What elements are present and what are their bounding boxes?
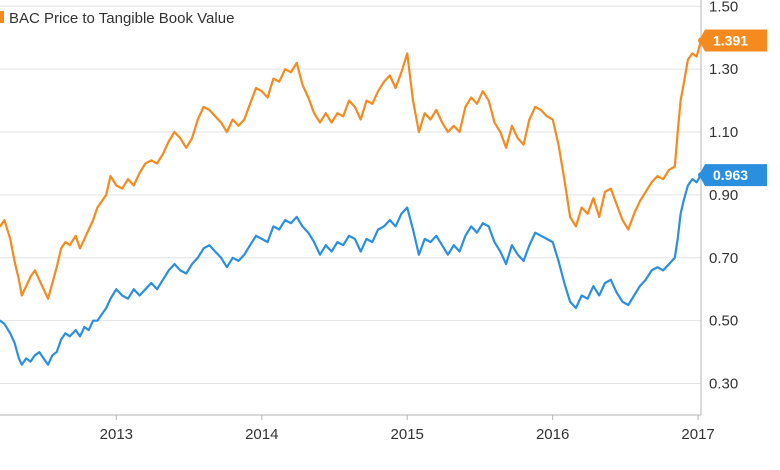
tick-labels: 0.30 0.50 0.70 0.90 1.10 1.30 1.50 2013 2014 2015… [100,0,739,443]
series-line-0 [0,39,703,300]
last-value-label-0: 1.391 [713,33,748,49]
legend-label-pbtv: BAC Price to Tangible Book Value [9,10,234,27]
y-tick-label: 0.30 [709,376,738,393]
y-tick-label: 1.30 [709,61,738,78]
legend: BAC Price to Tangible Book Value [0,10,234,27]
last-value-badge-0 [699,29,767,52]
x-tick-label: 2017 [681,426,714,443]
last-value-label-1: 0.963 [713,167,748,183]
x-tick-label: 2013 [100,426,133,443]
series-line-1 [0,174,703,366]
y-tick-label: 0.50 [709,313,738,330]
x-tick-label: 2015 [391,426,424,443]
last-value-badge-1 [699,164,767,187]
y-tick-label: 0.90 [709,187,738,204]
gridlines [0,5,701,385]
x-tick-label: 2014 [245,426,278,443]
series-lines [0,37,704,366]
y-tick-label: 1.50 [709,0,738,15]
y-tick-label: 1.10 [709,124,738,141]
y-tick-label: 0.70 [709,250,738,267]
legend-swatch-pbtv [0,11,4,23]
x-tick-label: 2016 [536,426,569,443]
last-value-badges: 1.391 0.963 [699,29,767,187]
